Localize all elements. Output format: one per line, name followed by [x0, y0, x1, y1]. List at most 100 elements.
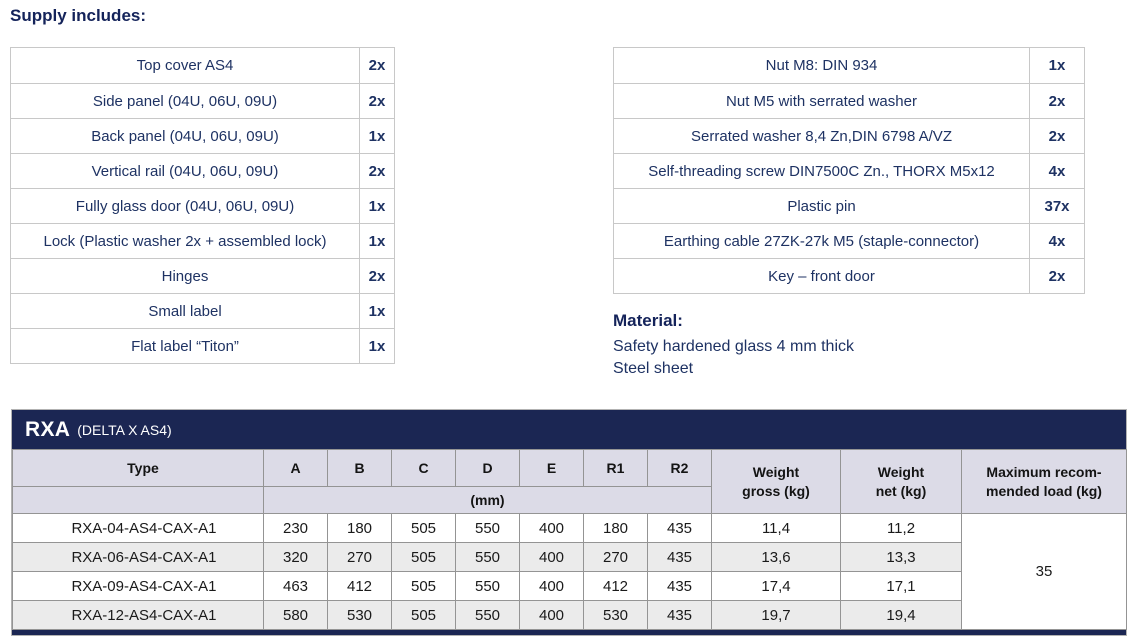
dimension-cell: 530 [327, 600, 392, 630]
material-line: Safety hardened glass 4 mm thick [613, 338, 855, 355]
supply-list-row: Self-threading screw DIN7500C Zn., THORX… [614, 153, 1084, 188]
supply-item-label: Hinges [11, 259, 360, 293]
col-header-a: A [263, 449, 328, 487]
supply-list-row: Fully glass door (04U, 06U, 09U) 1x [11, 188, 394, 223]
col-header-weight-gross: Weight gross (kg) [711, 449, 841, 514]
supply-list-row: Small label 1x [11, 293, 394, 328]
supply-list-row: Hinges 2x [11, 258, 394, 293]
dimension-cell: 505 [391, 571, 456, 601]
supply-list-row: Nut M5 with serrated washer 2x [614, 83, 1084, 118]
supply-list-row: Key – front door 2x [614, 258, 1084, 293]
supply-includes-heading: Supply includes: [10, 6, 147, 25]
weight-gross-cell: 19,7 [711, 600, 841, 630]
max-load-cell: 35 [961, 513, 1127, 630]
supply-item-qty: 4x [1048, 162, 1066, 180]
dimension-cell: 580 [263, 600, 328, 630]
supply-item-qty: 2x [1048, 127, 1066, 145]
rxa-data-row: RXA-12-AS4-CAX-A1 580 530 505 550 400 530 435 19… [12, 600, 1127, 630]
dimension-cell: 550 [455, 571, 520, 601]
dimension-cell: 435 [647, 600, 712, 630]
supply-item-label: Fully glass door (04U, 06U, 09U) [11, 189, 360, 223]
supply-item-label: Nut M8: DIN 934 [614, 48, 1030, 83]
col-header-r2: R2 [647, 449, 712, 487]
dimension-cell: 505 [391, 542, 456, 572]
type-cell: RXA-12-AS4-CAX-A1 [12, 600, 264, 630]
supply-item-label: Plastic pin [614, 189, 1030, 223]
supply-item-label: Vertical rail (04U, 06U, 09U) [11, 154, 360, 188]
unit-label: (mm) [263, 486, 712, 514]
weight-net-cell: 19,4 [840, 600, 962, 630]
col-header-weight-net: Weight net (kg) [840, 449, 962, 514]
weight-gross-cell: 11,4 [711, 513, 841, 543]
col-header-c: C [391, 449, 456, 487]
supply-list-row: Plastic pin 37x [614, 188, 1084, 223]
supply-list-row: Serrated washer 8,4 Zn,DIN 6798 A/VZ 2x [614, 118, 1084, 153]
supply-item-qty: 1x [368, 197, 386, 215]
type-cell: RXA-06-AS4-CAX-A1 [12, 542, 264, 572]
supply-item-label: Serrated washer 8,4 Zn,DIN 6798 A/VZ [614, 119, 1030, 153]
rxa-table-body: RXA-04-AS4-CAX-A1 230 180 505 550 400 180 435 11… [12, 513, 1127, 630]
supply-item-qty: 1x [368, 337, 386, 355]
supply-item-qty: 2x [368, 57, 386, 74]
rxa-table-head: Type A B C D E R1 R2 Weight gross (kg) Weight n… [12, 449, 1127, 514]
weight-gross-cell: 13,6 [711, 542, 841, 572]
supply-item-qty: 2x [1048, 92, 1066, 110]
supply-item-label: Self-threading screw DIN7500C Zn., THORX… [614, 154, 1030, 188]
col-header-d: D [455, 449, 520, 487]
supply-list-right: Nut M8: DIN 934 1x Nut M5 with serrated wa… [613, 47, 1085, 294]
dimension-cell: 412 [583, 571, 648, 601]
supply-list-left: Top cover AS4 2x Side panel (04U, 06U, 09U… [10, 47, 395, 364]
dimension-cell: 270 [327, 542, 392, 572]
supply-item-label: Nut M5 with serrated washer [614, 84, 1030, 118]
col-header-r1: R1 [583, 449, 648, 487]
supply-list-row: Side panel (04U, 06U, 09U) 2x [11, 83, 394, 118]
material-heading: Material: [613, 311, 683, 330]
supply-item-label: Earthing cable 27ZK-27k M5 (staple-conne… [614, 224, 1030, 258]
dimension-cell: 550 [455, 600, 520, 630]
supply-list-row: Top cover AS4 2x [11, 48, 394, 83]
dimension-cell: 505 [391, 513, 456, 543]
supply-list-row: Earthing cable 27ZK-27k M5 (staple-conne… [614, 223, 1084, 258]
dimension-cell: 180 [583, 513, 648, 543]
rxa-spec-table: Type A B C D E R1 R2 Weight gross (kg) Weight n… [12, 449, 1127, 630]
supply-item-label: Flat label “Titon” [11, 329, 360, 363]
rxa-bottom-bar [12, 630, 1126, 635]
supply-item-qty: 2x [368, 162, 386, 180]
type-cell: RXA-04-AS4-CAX-A1 [12, 513, 264, 543]
supply-item-qty: 1x [1048, 57, 1066, 74]
col-header-e: E [519, 449, 584, 487]
dimension-cell: 400 [519, 542, 584, 572]
rxa-title: RXA [25, 417, 71, 441]
dimension-cell: 180 [327, 513, 392, 543]
dimension-cell: 400 [519, 600, 584, 630]
col-header-b: B [327, 449, 392, 487]
weight-net-cell: 13,3 [840, 542, 962, 572]
dimension-cell: 505 [391, 600, 456, 630]
type-cell: RXA-09-AS4-CAX-A1 [12, 571, 264, 601]
supply-item-qty: 1x [368, 127, 386, 145]
supply-list-row: Nut M8: DIN 934 1x [614, 48, 1084, 83]
dimension-cell: 550 [455, 542, 520, 572]
dimension-cell: 270 [583, 542, 648, 572]
dimension-cell: 412 [327, 571, 392, 601]
dimension-cell: 530 [583, 600, 648, 630]
supply-item-label: Side panel (04U, 06U, 09U) [11, 84, 360, 118]
supply-item-label: Back panel (04U, 06U, 09U) [11, 119, 360, 153]
rxa-title-bar: RXA (DELTA X AS4) [12, 410, 1126, 449]
col-header-type: Type [12, 449, 264, 487]
supply-list-row: Lock (Plastic washer 2x + assembled lock… [11, 223, 394, 258]
supply-item-label: Small label [11, 294, 360, 328]
dimension-cell: 400 [519, 513, 584, 543]
dimension-cell: 400 [519, 571, 584, 601]
dimension-cell: 435 [647, 571, 712, 601]
supply-item-qty: 2x [368, 267, 386, 285]
col-header-max-load: Maximum recom- mended load (kg) [961, 449, 1127, 514]
supply-item-qty: 2x [368, 92, 386, 110]
supply-item-label: Top cover AS4 [11, 48, 360, 83]
dimension-cell: 230 [263, 513, 328, 543]
dimension-cell: 463 [263, 571, 328, 601]
supply-item-qty: 1x [368, 232, 386, 250]
material-section: Material: Safety hardened glass 4 mm thi… [613, 311, 854, 380]
supply-list-row: Back panel (04U, 06U, 09U) 1x [11, 118, 394, 153]
